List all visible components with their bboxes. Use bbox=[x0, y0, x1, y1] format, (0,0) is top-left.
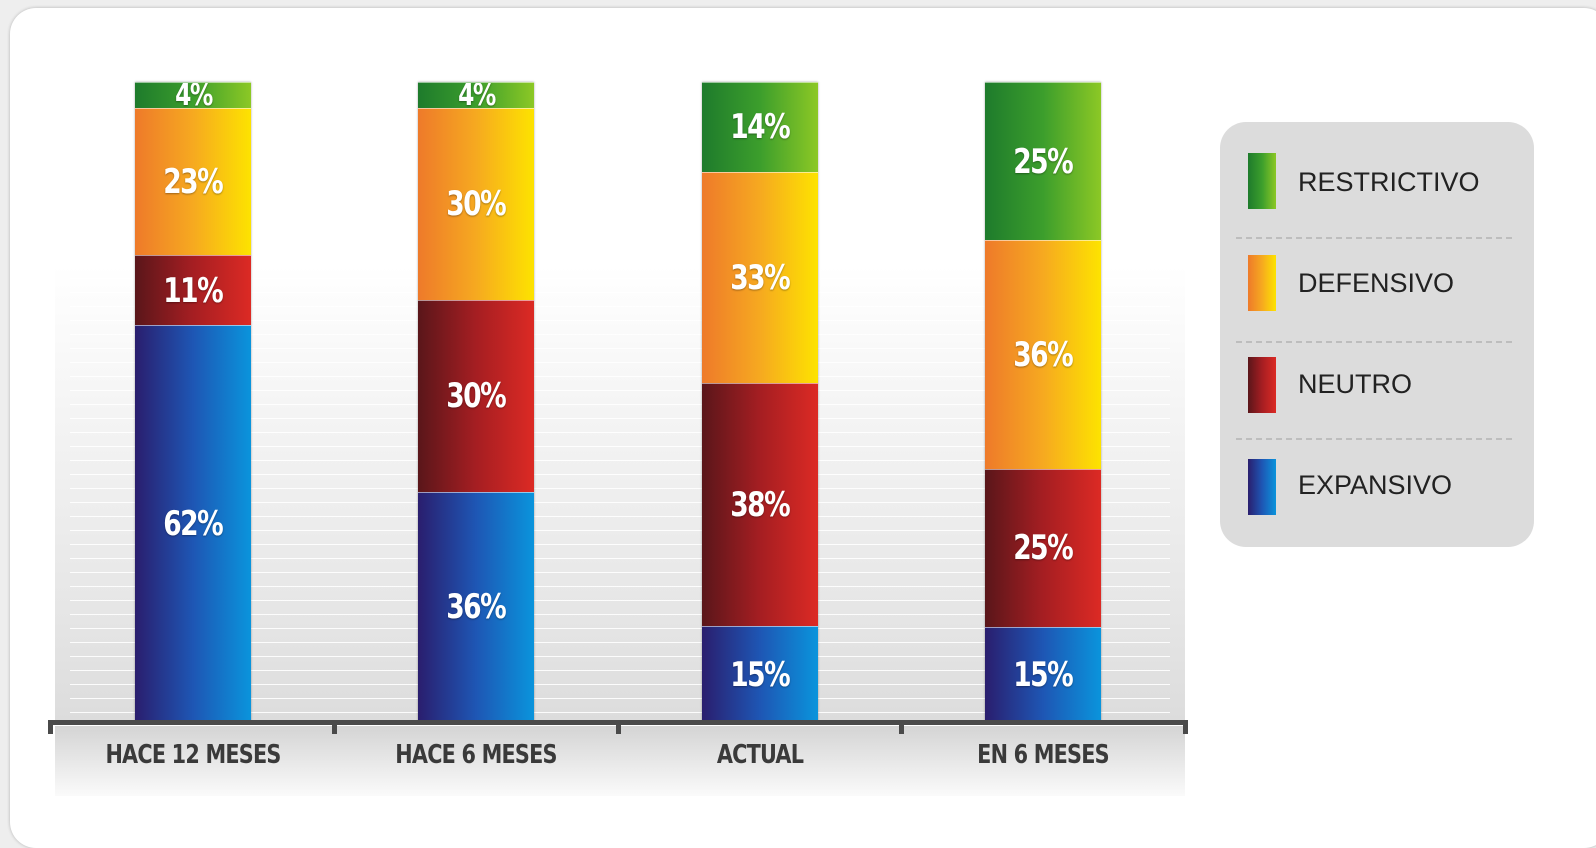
data-label: 33% bbox=[730, 257, 791, 298]
bar-segment-restrictivo: 14% bbox=[702, 82, 818, 172]
data-label: 4% bbox=[174, 82, 213, 108]
bar-segment-neutro: 25% bbox=[985, 468, 1101, 627]
legend-divider bbox=[1236, 341, 1512, 343]
bar-segment-defensivo: 30% bbox=[418, 107, 534, 300]
bar-segment-restrictivo: 4% bbox=[135, 82, 251, 108]
legend-swatch-restrictivo bbox=[1248, 153, 1276, 209]
legend-item-restrictivo: RESTRICTIVO bbox=[1220, 122, 1534, 222]
data-label: 36% bbox=[1013, 334, 1074, 375]
bar-segment-expansivo: 15% bbox=[702, 626, 818, 722]
legend-item-neutro: NEUTRO bbox=[1220, 322, 1534, 422]
bar-segment-expansivo: 62% bbox=[135, 325, 251, 722]
x-axis-label: HACE 6 MESES bbox=[395, 740, 557, 770]
legend-swatch-defensivo bbox=[1248, 255, 1276, 311]
x-axis-tick bbox=[899, 720, 904, 734]
legend-item-expansivo: EXPANSIVO bbox=[1220, 422, 1534, 522]
data-label: 62% bbox=[163, 504, 224, 545]
data-label: 30% bbox=[446, 376, 507, 417]
data-label: 36% bbox=[446, 587, 507, 628]
bar-segment-defensivo: 23% bbox=[135, 107, 251, 255]
bar-segment-neutro: 30% bbox=[418, 299, 534, 492]
bar-segment-restrictivo: 4% bbox=[418, 82, 534, 108]
x-axis-label: ACTUAL bbox=[716, 740, 804, 770]
legend-item-defensivo: DEFENSIVO bbox=[1220, 222, 1534, 322]
legend-label-defensivo: DEFENSIVO bbox=[1298, 268, 1455, 298]
bar-segment-restrictivo: 25% bbox=[985, 82, 1101, 241]
data-label: 23% bbox=[163, 161, 224, 202]
legend: RESTRICTIVO DEFENSIVO NEUTRO EXPANSIVO bbox=[1220, 122, 1534, 547]
x-axis-tick bbox=[1183, 720, 1188, 734]
data-label: 38% bbox=[730, 484, 791, 525]
legend-label-neutro: NEUTRO bbox=[1298, 369, 1412, 399]
x-axis-tick bbox=[332, 720, 337, 734]
stacked-bar: 15% 38% 33% 14% bbox=[702, 82, 818, 722]
legend-label-restrictivo: RESTRICTIVO bbox=[1298, 167, 1480, 197]
stacked-bar: 62% 11% 23% 4% bbox=[135, 82, 251, 722]
bar-segment-expansivo: 36% bbox=[418, 491, 534, 722]
x-axis-label: HACE 12 MESES bbox=[105, 740, 281, 770]
data-label: 4% bbox=[457, 82, 496, 108]
bar-segment-expansivo: 15% bbox=[985, 626, 1101, 722]
data-label: 25% bbox=[1013, 528, 1074, 569]
legend-swatch-neutro bbox=[1248, 357, 1276, 413]
bar-segment-neutro: 11% bbox=[135, 254, 251, 326]
data-label: 15% bbox=[1013, 654, 1074, 695]
legend-label-expansivo: EXPANSIVO bbox=[1298, 470, 1453, 500]
x-axis-tick bbox=[616, 720, 621, 734]
legend-swatch-expansivo bbox=[1248, 459, 1276, 515]
stacked-bar: 15% 25% 36% 25% bbox=[985, 82, 1101, 722]
data-label: 25% bbox=[1013, 141, 1074, 182]
data-label: 14% bbox=[730, 107, 791, 148]
bar-segment-defensivo: 33% bbox=[702, 171, 818, 383]
x-axis-label: EN 6 MESES bbox=[977, 740, 1109, 770]
bar-segment-defensivo: 36% bbox=[985, 240, 1101, 469]
stacked-bar: 36% 30% 30% 4% bbox=[418, 82, 534, 722]
data-label: 11% bbox=[163, 270, 224, 311]
legend-divider bbox=[1236, 237, 1512, 239]
data-label: 30% bbox=[446, 184, 507, 225]
bar-segment-neutro: 38% bbox=[702, 382, 818, 626]
x-axis-tick bbox=[48, 720, 53, 734]
category-label-band bbox=[55, 726, 1185, 796]
data-label: 15% bbox=[730, 654, 791, 695]
legend-divider bbox=[1236, 438, 1512, 440]
